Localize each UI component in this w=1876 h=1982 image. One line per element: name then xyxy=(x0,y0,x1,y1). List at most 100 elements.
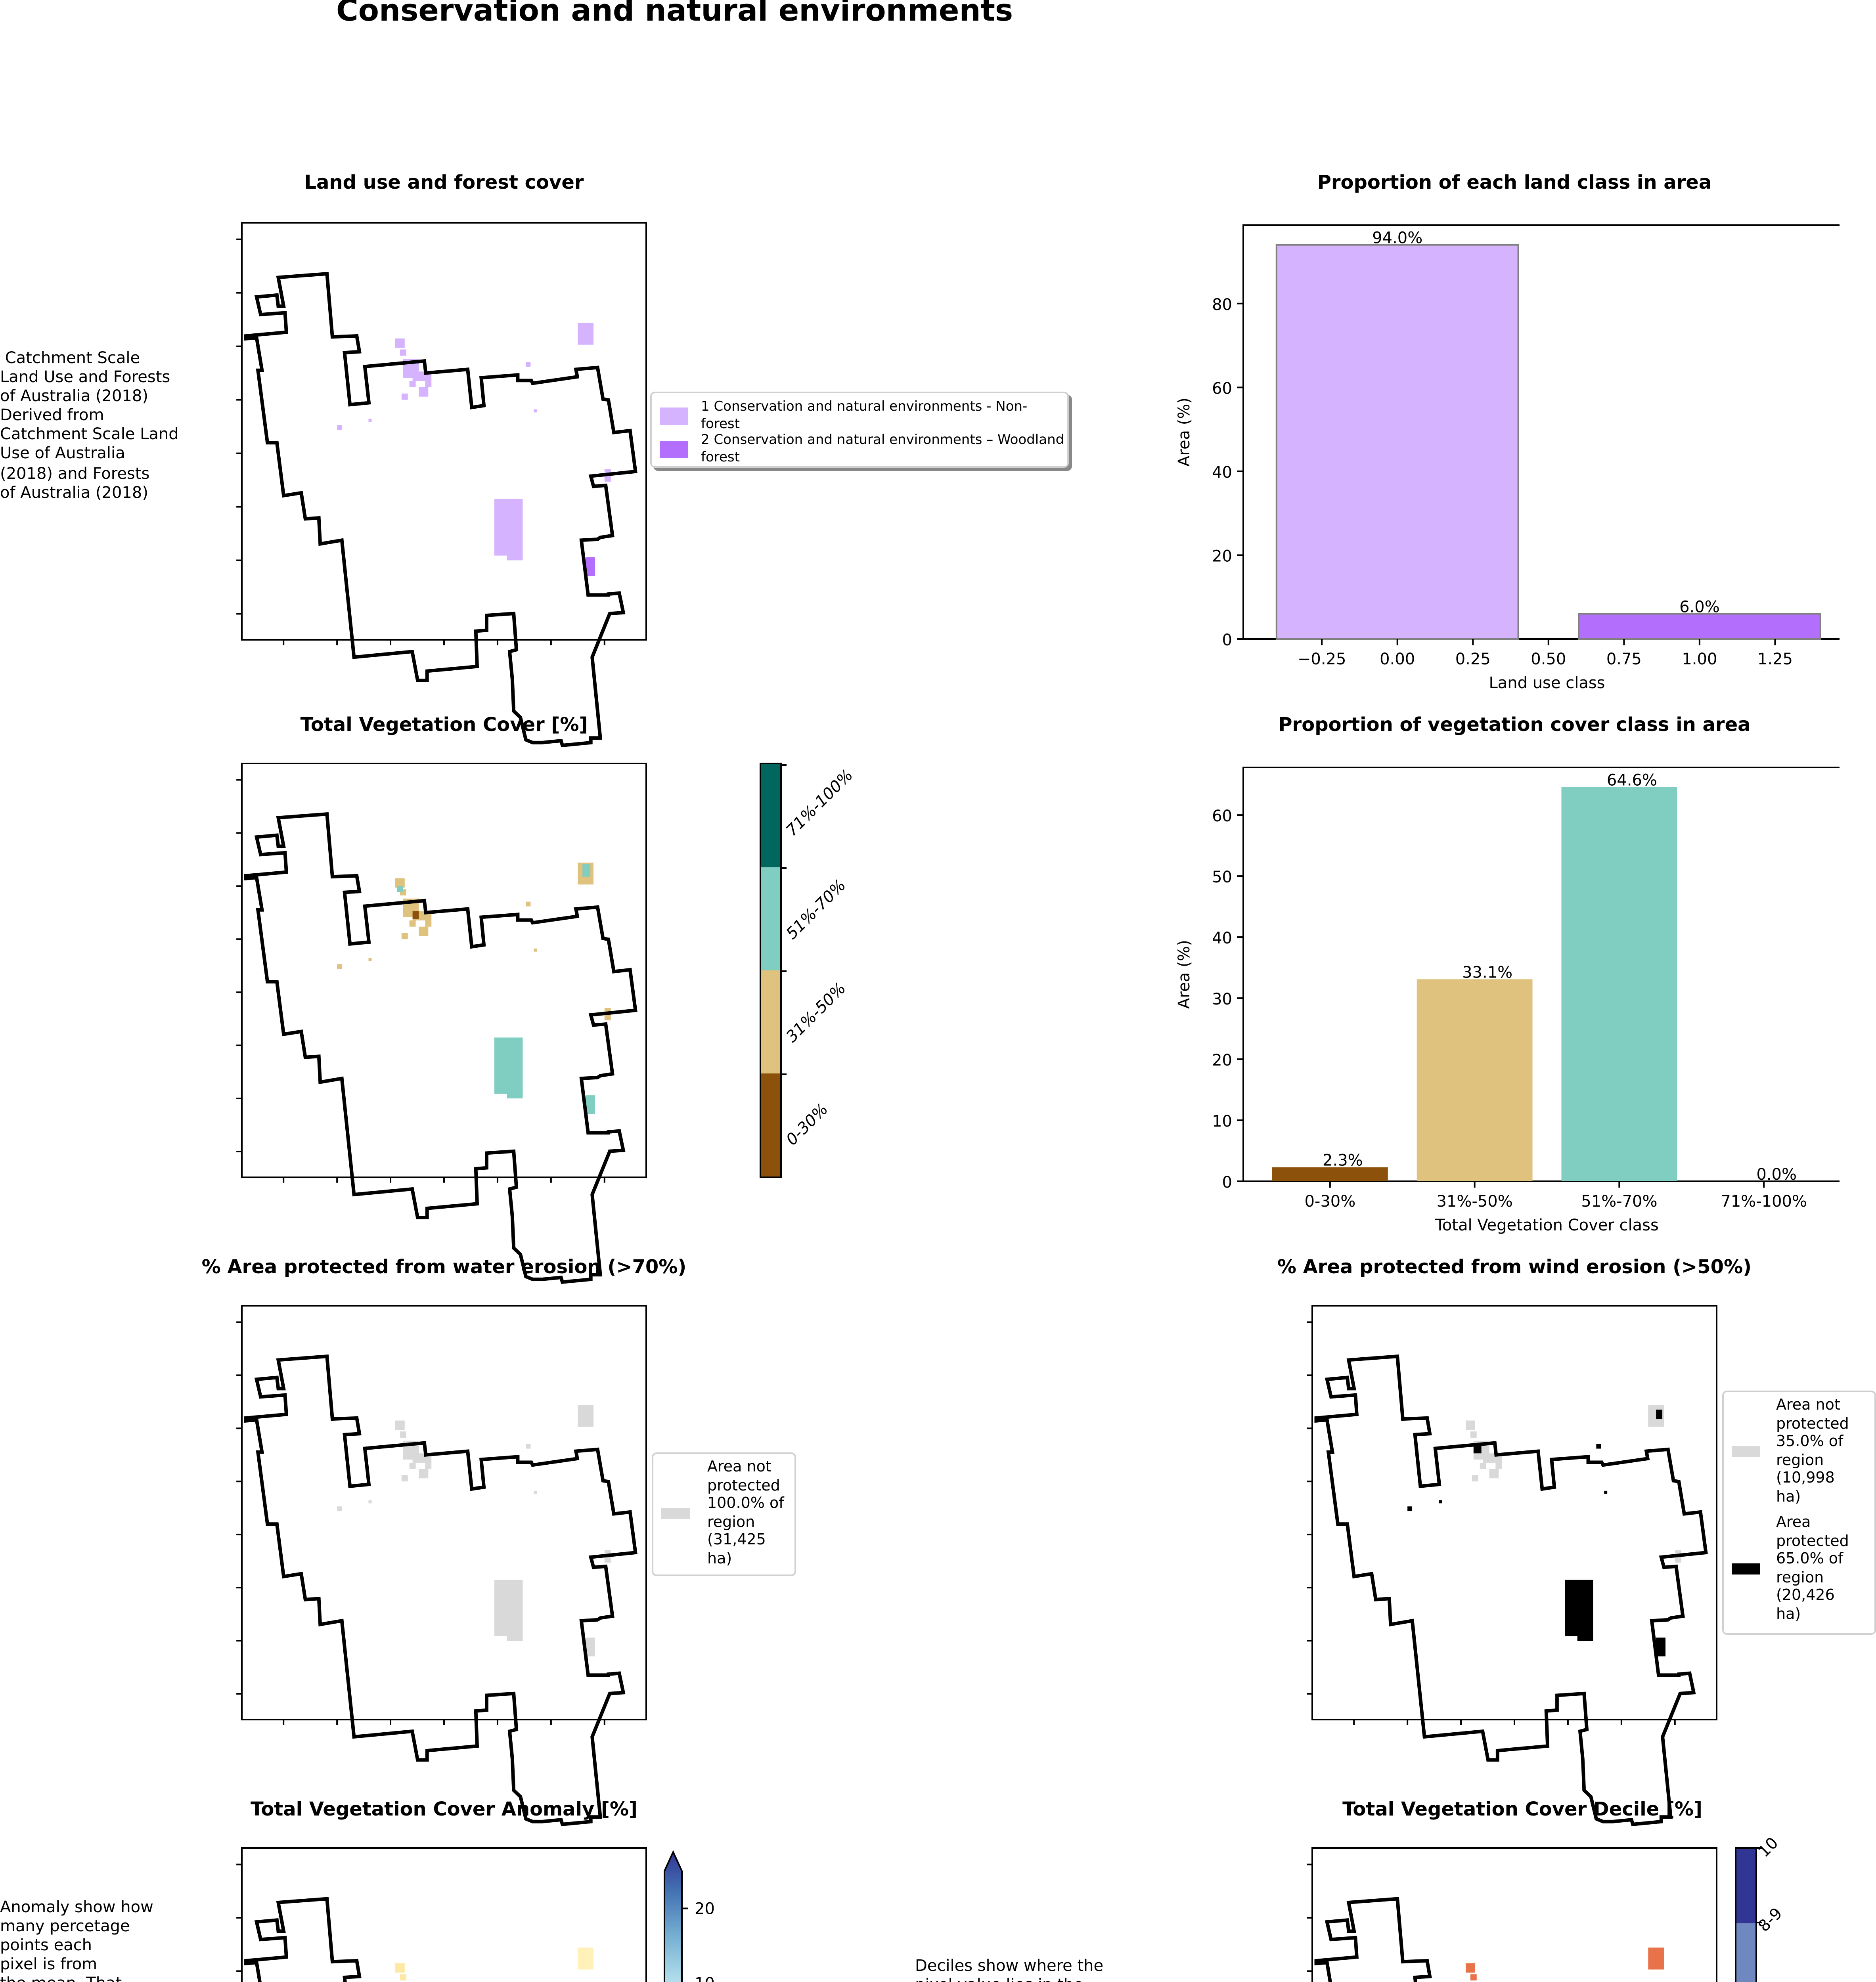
veg-class-chart-title: Proportion of vegetation cover class in … xyxy=(1278,714,1751,736)
x-tick-label: 0.75 xyxy=(1606,650,1642,668)
x-tick-label: 0.50 xyxy=(1531,650,1566,668)
bar-data-label: 6.0% xyxy=(1679,598,1720,616)
map-patch xyxy=(507,1089,523,1099)
land-use-map xyxy=(236,222,647,641)
water-erosion-legend: Area not protected 100.0% of region (31,… xyxy=(652,1452,796,1576)
colorbar-segment xyxy=(1736,1923,1755,1982)
legend-item-protected: Area protected 65.0% of region (20,426 h… xyxy=(1732,1514,1849,1624)
map-patch xyxy=(1648,1948,1664,1970)
map-patch xyxy=(1656,1638,1665,1657)
land-use-legend: 1 Conservation and natural environments … xyxy=(650,392,1069,468)
colorbar-label: 4-7 xyxy=(1756,1980,1786,1982)
map-patch xyxy=(578,323,594,345)
map-patch xyxy=(401,933,408,939)
colorbar-label: 0-30% xyxy=(783,1100,833,1149)
wind-erosion-legend: Area not protected 35.0% of region (10,9… xyxy=(1722,1391,1876,1635)
wind-erosion-map-title: % Area protected from wind erosion (>50%… xyxy=(1277,1256,1752,1278)
colorbar-label: 8-9 xyxy=(1755,1905,1787,1936)
colorbar-segment xyxy=(1736,1849,1755,1923)
y-tick-label: 0 xyxy=(1222,631,1232,649)
map-patch xyxy=(401,393,408,400)
map-patch xyxy=(534,948,537,952)
map-patch xyxy=(395,1420,405,1430)
legend-label: Area not protected 100.0% of region (31,… xyxy=(707,1459,784,1567)
map-patch xyxy=(1495,1456,1502,1469)
colorbar-label: 10 xyxy=(1755,1835,1783,1861)
map-patch xyxy=(425,914,432,927)
colorbar-tick xyxy=(780,867,787,869)
map-patch xyxy=(425,1456,432,1469)
decile-explanation-text: Deciles show where the pixel value lies … xyxy=(915,1958,1104,1982)
anomaly-map-title: Total Vegetation Cover Anomaly [%] xyxy=(251,1798,637,1820)
map-patch xyxy=(419,1469,429,1479)
veg-class-bar-chart: 2.3% 33.1% 64.6% 0.0% 0 10 20 30 40 50 60 0-30% 31%-… xyxy=(1175,767,1840,1234)
map-patch xyxy=(1656,1410,1663,1419)
x-tick-label: 0.00 xyxy=(1380,650,1415,668)
y-tick-label: 60 xyxy=(1212,379,1232,398)
map-patch xyxy=(534,409,537,413)
map-patch xyxy=(400,349,406,356)
colorbar-tick xyxy=(780,764,787,766)
y-tick-label: 60 xyxy=(1212,807,1232,825)
y-tick-label: 40 xyxy=(1212,463,1232,482)
decile-map xyxy=(1307,1847,1717,1982)
swatch-non-forest xyxy=(660,407,688,425)
colorbar-segment xyxy=(761,970,780,1073)
swatch-protected xyxy=(1732,1563,1760,1575)
x-axis-label: Land use class xyxy=(1489,674,1605,692)
map-patch xyxy=(534,1490,537,1494)
y-tick-label: 20 xyxy=(1212,1051,1232,1069)
map-patch xyxy=(419,387,429,397)
swatch-not-protected xyxy=(1732,1446,1760,1457)
region-boundary xyxy=(246,1899,636,1982)
map-patch xyxy=(526,901,531,907)
colorbar-segment xyxy=(761,867,780,970)
map-patch xyxy=(507,1631,523,1641)
map-patch xyxy=(395,1963,405,1973)
map-patch xyxy=(395,338,405,348)
x-tick-label: −0.25 xyxy=(1298,650,1346,668)
bar xyxy=(1275,244,1519,640)
map-patch xyxy=(494,1037,523,1094)
land-use-map-title: Land use and forest cover xyxy=(304,171,584,193)
bar xyxy=(1578,613,1821,640)
map-patch xyxy=(368,1500,372,1504)
map-patch xyxy=(400,1431,406,1438)
map-patch xyxy=(586,1095,595,1114)
map-patch xyxy=(494,1580,523,1636)
map-patch xyxy=(395,878,405,888)
colorbar-tick xyxy=(1755,1847,1762,1849)
map-patch xyxy=(1470,1431,1477,1438)
y-tick-label: 40 xyxy=(1212,929,1232,947)
map-patch xyxy=(586,1638,595,1657)
plot-area xyxy=(1242,767,1840,1182)
x-tick-label: 1.25 xyxy=(1757,650,1793,668)
map-patch xyxy=(494,499,523,556)
colorbar-segment xyxy=(761,764,780,867)
decile-colorbar: 12-34-78-910 xyxy=(1735,1835,1786,1982)
map-patch xyxy=(1565,1580,1593,1636)
map-patch xyxy=(582,864,591,877)
map-patch xyxy=(1470,1974,1477,1981)
map-patch xyxy=(586,557,595,576)
map-patch xyxy=(578,1405,594,1427)
anomaly-colorbar-gradient xyxy=(664,1850,683,1982)
bar xyxy=(1272,1167,1388,1181)
map-patch xyxy=(578,1948,594,1970)
map-patch xyxy=(409,1462,416,1469)
colorbar-label: 31%-50% xyxy=(783,979,850,1046)
legend-item-non-forest: 1 Conservation and natural environments … xyxy=(660,400,1027,433)
land-class-bar-chart: 94.0% 6.0% 0 20 40 60 80 −0.25 0.00 0.25 0.50 0.75 1… xyxy=(1175,224,1840,692)
land-class-chart-title: Proportion of each land class in area xyxy=(1317,171,1712,193)
map-patch xyxy=(368,419,372,422)
map-patch xyxy=(412,1453,425,1463)
anomaly-colorbar: 20100−10−20 xyxy=(664,1850,715,1982)
page-title: Conservation and natural environments xyxy=(336,0,1013,29)
map-patch xyxy=(1465,1963,1475,1973)
map-patch xyxy=(409,381,416,387)
bar-data-label: 64.6% xyxy=(1607,771,1657,789)
legend-label: Area not protected 35.0% of region (10,9… xyxy=(1776,1397,1849,1506)
colorbar-tick xyxy=(780,1073,787,1075)
map-patch xyxy=(1472,1475,1478,1482)
map-patch xyxy=(400,1974,406,1981)
